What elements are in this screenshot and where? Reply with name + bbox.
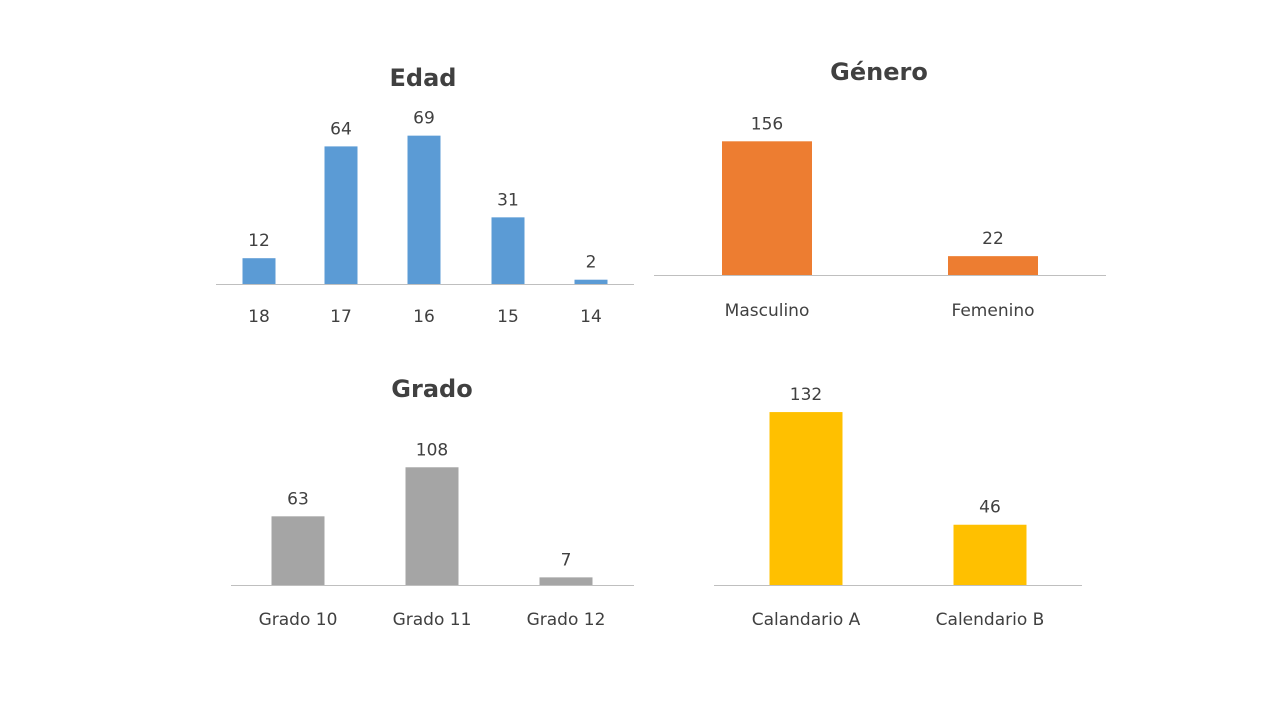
bar bbox=[574, 279, 608, 284]
tick-label: Calandario A bbox=[752, 610, 861, 630]
data-label: 2 bbox=[586, 253, 597, 273]
bar bbox=[491, 217, 525, 284]
data-label: 46 bbox=[979, 498, 1001, 518]
bar bbox=[953, 524, 1027, 585]
tick-label: Masculino bbox=[725, 301, 810, 321]
bar bbox=[405, 467, 459, 585]
data-label: 156 bbox=[751, 114, 783, 134]
bar bbox=[722, 141, 812, 275]
chart-title: Edad bbox=[390, 64, 457, 92]
chart-title: Género bbox=[830, 58, 928, 86]
data-label: 64 bbox=[330, 119, 352, 139]
data-label: 108 bbox=[416, 440, 448, 460]
data-label: 63 bbox=[287, 489, 309, 509]
tick-label: 16 bbox=[413, 307, 435, 327]
tick-label: 14 bbox=[580, 307, 602, 327]
bar bbox=[407, 135, 441, 284]
data-label: 7 bbox=[561, 550, 572, 570]
chart-calendario: 132 Calandario A 46 Calendario B bbox=[714, 385, 1082, 630]
bar bbox=[242, 258, 276, 284]
tick-label: 18 bbox=[248, 307, 270, 327]
tick-label: Grado 11 bbox=[393, 610, 472, 630]
tick-label: Grado 10 bbox=[259, 610, 338, 630]
data-label: 69 bbox=[413, 109, 435, 129]
data-label: 12 bbox=[248, 231, 270, 251]
tick-label: 17 bbox=[330, 307, 352, 327]
tick-label: Calendario B bbox=[936, 610, 1045, 630]
data-label: 22 bbox=[982, 229, 1004, 249]
chart-grado: Grado 63 Grado 10 108 Grado 11 7 Grado 12 bbox=[231, 375, 634, 630]
data-label: 132 bbox=[790, 385, 822, 405]
bar bbox=[769, 412, 843, 585]
bar bbox=[539, 577, 593, 585]
chart-edad: Edad 12 18 64 17 69 16 31 15 2 14 bbox=[216, 64, 634, 327]
data-label: 31 bbox=[497, 190, 519, 210]
bar bbox=[271, 516, 325, 585]
tick-label: Femenino bbox=[952, 301, 1035, 321]
bar bbox=[948, 256, 1038, 275]
tick-label: 15 bbox=[497, 307, 519, 327]
chart-title: Grado bbox=[391, 375, 472, 403]
tick-label: Grado 12 bbox=[527, 610, 606, 630]
bar bbox=[324, 146, 358, 284]
chart-genero: Género 156 Masculino 22 Femenino bbox=[654, 58, 1106, 321]
